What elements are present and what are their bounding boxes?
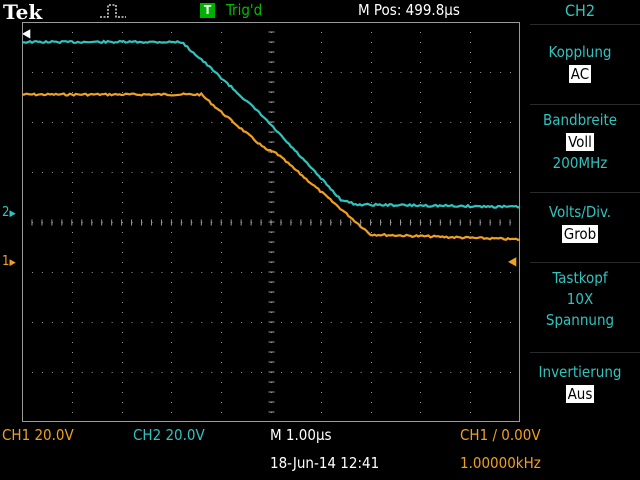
menu-coupling-value: AC [568,65,592,83]
ch1-scale-readout: CH1 20.0V [2,426,74,444]
horizontal-position: M Pos: 499.8µs [358,1,460,19]
trigger-badge: T [200,3,215,18]
menu-probe-label: Tastkopf [552,269,608,287]
ch1-ground-marker[interactable]: 1▶ [2,254,16,269]
trigger-pulse-icon [100,3,126,23]
ch2-ground-marker[interactable]: 2▶ [2,205,16,220]
waveform-graticule [21,21,521,423]
graticule-grid [21,21,521,423]
menu-bandwidth-label: Bandbreite [542,111,618,129]
timebase-readout: M 1.00µs [270,426,332,444]
menu-invert[interactable]: Invertierung Aus [530,362,630,405]
trigger-status: Trig'd [226,1,263,19]
menu-bandwidth-limit: 200MHz [552,154,608,172]
waveform-display [21,21,521,423]
menu-volts-div[interactable]: Volts/Div. Grob [530,202,630,245]
channel-menu-panel: CH2 Kopplung AC Bandbreite Voll 200MHz V… [530,0,640,430]
menu-invert-value: Aus [565,385,595,403]
menu-bandwidth-value: Voll [566,133,594,151]
menu-channel-title: CH2 [564,1,596,20]
menu-invert-label: Invertierung [538,363,622,381]
bottom-status-bar: CH1 20.0V CH2 20.0V M 1.00µs CH1 ∕ 0.00V… [0,426,640,480]
menu-coupling[interactable]: Kopplung AC [530,42,630,85]
ch1-trace [21,91,521,242]
trigger-readout: CH1 ∕ 0.00V [460,426,541,444]
menu-probe-type: Spannung [545,311,615,329]
menu-bandwidth[interactable]: Bandbreite Voll 200MHz [530,110,630,174]
ch2-trace [21,39,521,209]
menu-volts-div-label: Volts/Div. [548,203,612,221]
trigger-frequency: 1.00000kHz [460,454,541,472]
trigger-level-marker[interactable]: ◀ [508,254,517,268]
trigger-position-marker: ◀ [22,26,31,40]
menu-probe-attenuation: 10X [566,290,594,308]
brand-logo: Tek [3,0,43,24]
ch2-scale-readout: CH2 20.0V [133,426,205,444]
menu-coupling-label: Kopplung [548,43,612,61]
menu-volts-div-value: Grob [561,225,599,243]
menu-probe[interactable]: Tastkopf 10X Spannung [530,268,630,331]
date-time: 18-Jun-14 12:41 [270,454,380,472]
top-status-bar: Tek T Trig'd M Pos: 499.8µs [0,0,530,24]
